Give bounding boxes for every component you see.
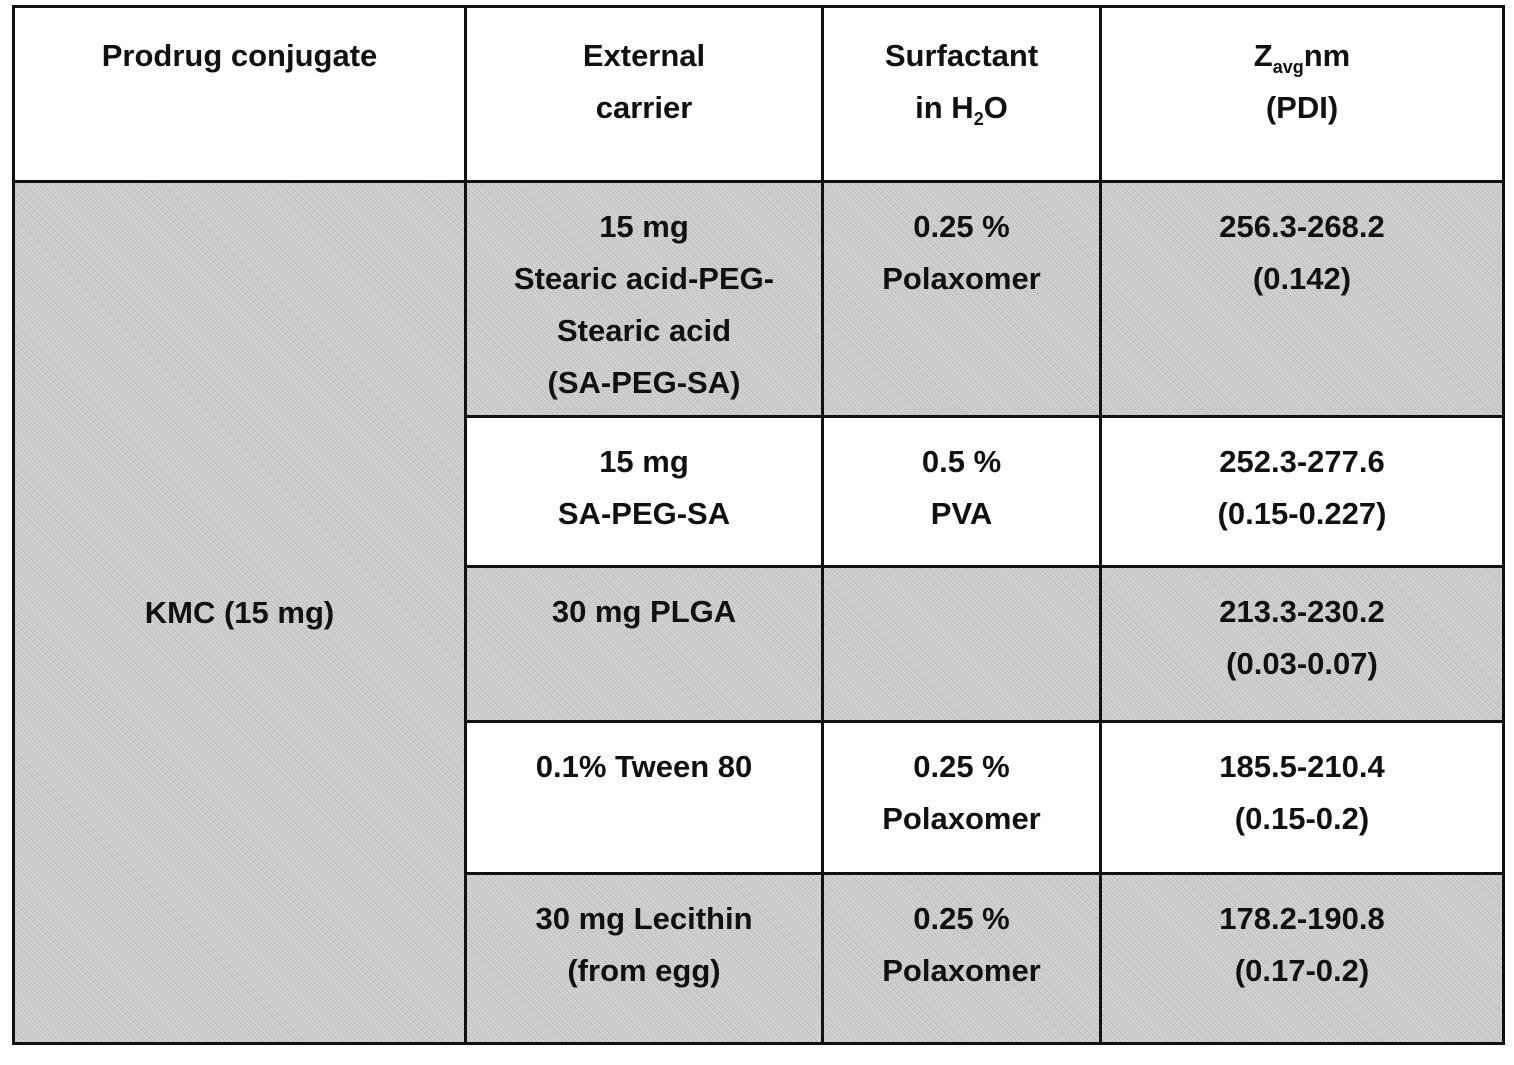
page: Prodrug conjugate External carrier Surfacta… xyxy=(0,0,1514,1065)
table-cell: 0.1% Tween 80 xyxy=(466,722,823,874)
header-text: External xyxy=(583,38,705,73)
table-cell: 0.25 %Polaxomer xyxy=(823,182,1101,417)
header-line: (PDI) xyxy=(1108,82,1496,134)
table-cell: 213.3-230.2(0.03-0.07) xyxy=(1101,567,1504,722)
table-cell: 0.5 %PVA xyxy=(823,417,1101,567)
header-text: in H xyxy=(915,90,974,125)
table-cell: 30 mg PLGA xyxy=(466,567,823,722)
cell-line: 30 mg Lecithin xyxy=(473,893,815,945)
header-text: carrier xyxy=(596,90,693,125)
cell-line: 178.2-190.8 xyxy=(1108,893,1496,945)
header-text: O xyxy=(984,90,1008,125)
cell-line: SA-PEG-SA xyxy=(473,488,815,540)
cell-line: (0.17-0.2) xyxy=(1108,945,1496,997)
header-line: External xyxy=(473,30,815,82)
header-cell: Surfactant in H2O xyxy=(823,7,1101,182)
cell-line: (0.03-0.07) xyxy=(1108,638,1496,690)
table-cell: 15 mgSA-PEG-SA xyxy=(466,417,823,567)
cell-line: (from egg) xyxy=(473,945,815,997)
cell-line: 15 mg xyxy=(473,436,815,488)
header-line: Zavgnm xyxy=(1108,30,1496,82)
table-cell: 252.3-277.6(0.15-0.227) xyxy=(1101,417,1504,567)
cell-line: 0.25 % xyxy=(830,893,1093,945)
header-text: (PDI) xyxy=(1266,90,1338,125)
cell-line: 252.3-277.6 xyxy=(1108,436,1496,488)
table-row: KMC (15 mg)15 mgStearic acid-PEG-Stearic… xyxy=(14,182,1504,417)
header-row: Prodrug conjugate External carrier Surfacta… xyxy=(14,7,1504,182)
table-cell: 30 mg Lecithin(from egg) xyxy=(466,874,823,1044)
header-cell: Zavgnm (PDI) xyxy=(1101,7,1504,182)
cell-line: Polaxomer xyxy=(830,253,1093,305)
header-text: Surfactant xyxy=(885,38,1038,73)
header-line: carrier xyxy=(473,82,815,134)
subscript: avg xyxy=(1273,57,1304,77)
cell-line: 0.25 % xyxy=(830,201,1093,253)
cell-line: Stearic acid-PEG- xyxy=(473,253,815,305)
cell-line: PVA xyxy=(830,488,1093,540)
cell-line: (0.142) xyxy=(1108,253,1496,305)
cell-line: Stearic acid xyxy=(473,305,815,357)
header-cell: External carrier xyxy=(466,7,823,182)
cell-line: 213.3-230.2 xyxy=(1108,586,1496,638)
table-cell: 178.2-190.8(0.17-0.2) xyxy=(1101,874,1504,1044)
cell-line: 30 mg PLGA xyxy=(473,586,815,638)
cell-line: 0.1% Tween 80 xyxy=(473,741,815,793)
header-text: nm xyxy=(1304,38,1351,73)
table-cell: 256.3-268.2(0.142) xyxy=(1101,182,1504,417)
cell-line: 256.3-268.2 xyxy=(1108,201,1496,253)
header-text: Prodrug conjugate xyxy=(102,38,378,73)
data-table: Prodrug conjugate External carrier Surfacta… xyxy=(12,5,1505,1045)
table-cell: 0.25 %Polaxomer xyxy=(823,722,1101,874)
cell-line: Polaxomer xyxy=(830,793,1093,845)
cell-line: 185.5-210.4 xyxy=(1108,741,1496,793)
cell-line: 15 mg xyxy=(473,201,815,253)
cell-line: 0.25 % xyxy=(830,741,1093,793)
subscript: 2 xyxy=(974,109,984,129)
header-line: Prodrug conjugate xyxy=(21,30,458,82)
cell-line: (0.15-0.227) xyxy=(1108,488,1496,540)
header-cell: Prodrug conjugate xyxy=(14,7,466,182)
table-cell: 185.5-210.4(0.15-0.2) xyxy=(1101,722,1504,874)
header-line: Surfactant xyxy=(830,30,1093,82)
cell-line: (SA-PEG-SA) xyxy=(473,357,815,409)
first-column-cell: KMC (15 mg) xyxy=(14,182,466,1044)
header-line: in H2O xyxy=(830,82,1093,134)
table-cell: 0.25 %Polaxomer xyxy=(823,874,1101,1044)
table-cell xyxy=(823,567,1101,722)
header-text: Z xyxy=(1254,38,1273,73)
cell-line: Polaxomer xyxy=(830,945,1093,997)
cell-line: (0.15-0.2) xyxy=(1108,793,1496,845)
cell-line: 0.5 % xyxy=(830,436,1093,488)
table-cell: 15 mgStearic acid-PEG-Stearic acid(SA-PE… xyxy=(466,182,823,417)
